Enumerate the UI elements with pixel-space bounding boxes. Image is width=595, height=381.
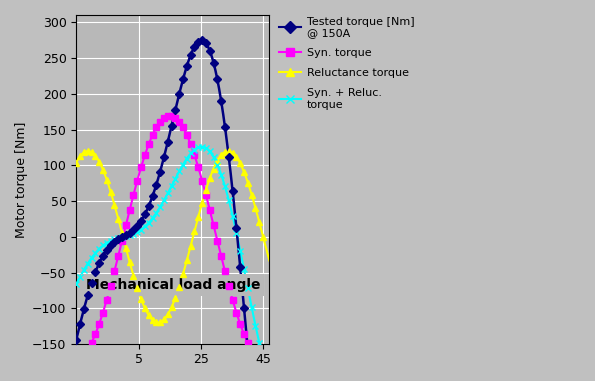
Y-axis label: Motor torque [Nm]: Motor torque [Nm] <box>15 122 28 238</box>
Text: Mechanical load angle: Mechanical load angle <box>86 278 260 292</box>
Legend: Tested torque [Nm]
@ 150A, Syn. torque, Reluctance torque, Syn. + Reluc.
torque: Tested torque [Nm] @ 150A, Syn. torque, … <box>277 14 416 112</box>
